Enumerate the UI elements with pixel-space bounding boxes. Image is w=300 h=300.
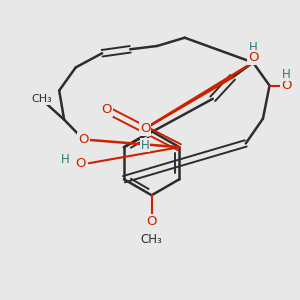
Text: O: O (146, 215, 157, 229)
Text: H: H (282, 68, 290, 80)
Text: O: O (75, 157, 86, 170)
Text: O: O (101, 103, 112, 116)
Text: CH₃: CH₃ (31, 94, 52, 104)
Text: H: H (61, 153, 70, 166)
Text: O: O (140, 122, 150, 135)
Text: O: O (78, 133, 88, 146)
Text: O: O (248, 51, 258, 64)
Text: CH₃: CH₃ (141, 233, 163, 246)
Text: O: O (281, 79, 291, 92)
Text: H: H (249, 41, 257, 54)
Text: H: H (141, 139, 149, 152)
